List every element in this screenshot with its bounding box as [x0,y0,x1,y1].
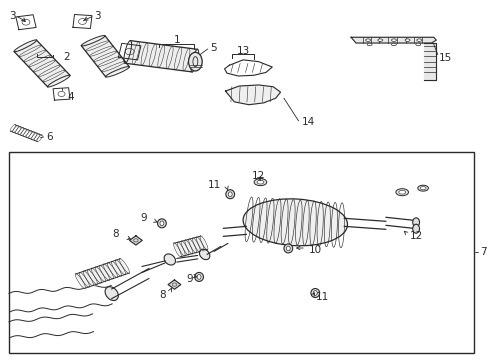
Ellipse shape [160,221,163,226]
Polygon shape [423,43,435,80]
Text: 8: 8 [112,229,119,239]
Ellipse shape [412,224,419,233]
Bar [9,152,473,353]
Ellipse shape [366,43,371,46]
Ellipse shape [391,43,396,46]
Polygon shape [125,41,197,72]
Ellipse shape [419,186,425,190]
Ellipse shape [199,249,209,260]
Ellipse shape [286,246,290,251]
Ellipse shape [416,39,421,41]
Ellipse shape [313,291,317,295]
Text: 2: 2 [63,52,69,62]
Text: 5: 5 [209,43,216,53]
Ellipse shape [365,39,370,41]
Text: 15: 15 [438,53,451,63]
Ellipse shape [243,199,347,246]
Text: 13: 13 [236,46,249,56]
Text: 11: 11 [316,292,329,302]
Polygon shape [129,236,142,245]
Ellipse shape [197,275,201,279]
Ellipse shape [284,244,292,253]
Ellipse shape [164,254,175,265]
Text: 4: 4 [68,92,74,102]
Ellipse shape [254,179,266,186]
Ellipse shape [194,273,203,282]
Ellipse shape [310,288,319,297]
Polygon shape [174,236,207,257]
Polygon shape [81,36,129,77]
Ellipse shape [415,43,420,46]
Ellipse shape [225,190,234,199]
Text: 6: 6 [46,132,53,142]
Text: 11: 11 [207,180,221,190]
Text: 14: 14 [301,117,314,127]
Ellipse shape [417,185,427,191]
Ellipse shape [157,219,166,228]
Ellipse shape [395,189,407,196]
Ellipse shape [105,287,118,301]
Polygon shape [350,37,435,43]
Text: 12: 12 [251,171,264,181]
Text: 3: 3 [94,11,101,21]
Ellipse shape [398,190,405,194]
Ellipse shape [228,192,232,197]
Ellipse shape [257,180,264,184]
Text: 10: 10 [308,245,322,255]
Text: 9: 9 [140,213,146,223]
Ellipse shape [391,39,396,41]
Polygon shape [225,85,280,105]
Ellipse shape [377,39,382,41]
Text: 3: 3 [9,11,15,21]
Text: 8: 8 [159,290,166,300]
Text: 1: 1 [173,35,180,45]
Polygon shape [14,40,70,87]
Ellipse shape [404,39,409,41]
Ellipse shape [188,52,202,71]
Text: 12: 12 [409,231,423,241]
Text: 9: 9 [186,274,193,284]
Ellipse shape [412,218,419,227]
Polygon shape [168,280,181,289]
Text: 7: 7 [479,247,486,257]
Polygon shape [76,259,129,288]
